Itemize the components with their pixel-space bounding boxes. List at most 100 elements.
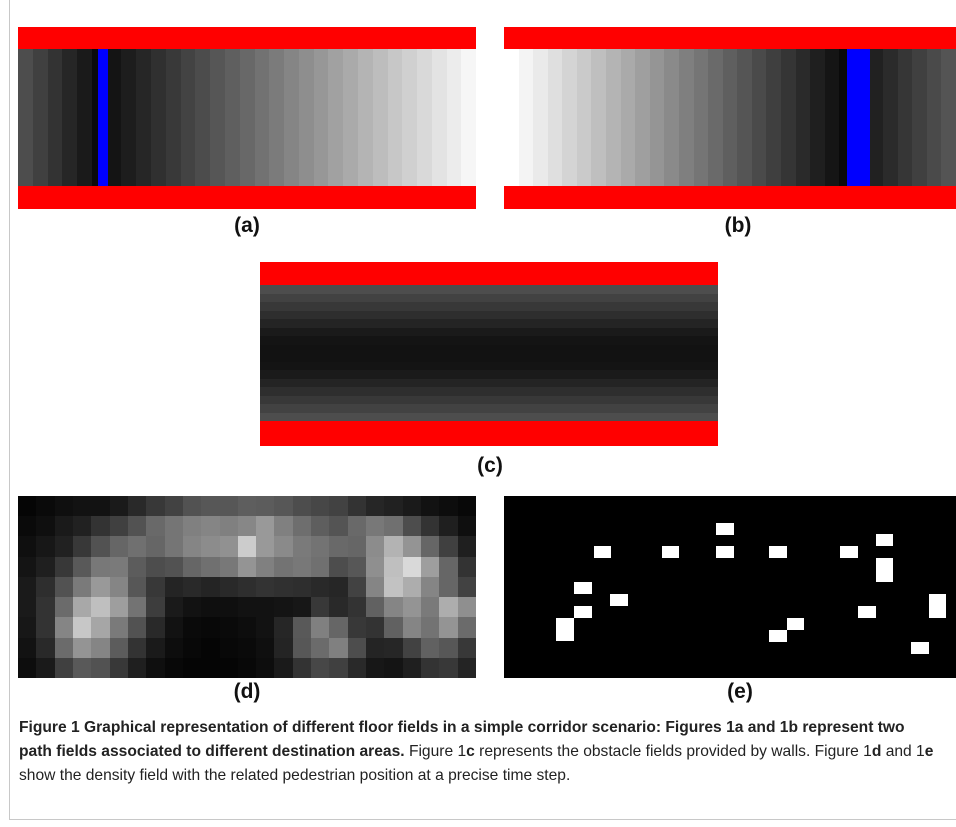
panel-e-pedestrian-positions <box>504 496 956 678</box>
field-cell <box>109 536 128 557</box>
field-cell <box>127 536 147 557</box>
field-cell <box>311 637 330 658</box>
field-cell <box>292 496 312 517</box>
field-cell <box>201 597 220 618</box>
caption-ref: c <box>466 743 475 760</box>
field-cell <box>941 49 956 186</box>
field-cell <box>91 597 110 618</box>
field-cell <box>311 536 330 557</box>
field-cell <box>91 536 110 557</box>
field-cell <box>72 657 92 678</box>
field-cell <box>328 49 344 186</box>
pedestrian-cell <box>876 534 893 546</box>
field-cell <box>274 516 293 537</box>
field-cell <box>329 516 348 537</box>
wall-bottom <box>18 186 476 209</box>
field-cell <box>366 496 385 517</box>
field-cell <box>635 49 650 186</box>
field-cell <box>182 657 202 678</box>
field-cell <box>311 576 330 598</box>
field-cell <box>91 637 110 658</box>
field-cell <box>384 617 403 638</box>
field-cell <box>439 637 458 658</box>
field-cell <box>260 412 718 421</box>
field-cell <box>810 49 825 186</box>
field-cell <box>897 49 913 186</box>
pedestrian-cell <box>876 558 893 582</box>
field-cell <box>146 536 165 557</box>
field-cell <box>201 536 220 557</box>
field-cell <box>182 576 202 598</box>
field-cell <box>347 556 367 577</box>
pedestrian-cell <box>787 618 804 630</box>
wall-bottom <box>260 421 718 446</box>
field-cell <box>237 576 257 598</box>
field-cell <box>54 597 73 618</box>
field-cell <box>36 536 55 557</box>
panel-b-path-field <box>504 27 956 209</box>
field-cell <box>219 556 238 577</box>
field-cell <box>269 49 285 186</box>
field-cell <box>402 556 422 577</box>
field-cell <box>384 597 403 618</box>
field-cell <box>201 516 220 537</box>
field-cell <box>347 516 367 537</box>
field-cell <box>36 657 55 678</box>
field-cell <box>366 556 385 577</box>
field-cell <box>54 536 73 557</box>
field-cell <box>402 516 422 537</box>
field-cell <box>329 576 348 598</box>
field-cell <box>91 556 110 577</box>
field-cell <box>284 49 299 186</box>
pedestrian-cell <box>840 546 858 558</box>
field-cell <box>457 597 476 618</box>
field-cell <box>402 49 418 186</box>
field-cell <box>421 536 440 557</box>
field-cell <box>417 49 432 186</box>
field-cell <box>678 49 694 186</box>
field-cell <box>109 597 128 618</box>
field-cell <box>457 637 476 658</box>
pedestrian-cell <box>769 630 787 642</box>
field-cell <box>91 657 110 678</box>
field-cell <box>36 556 55 577</box>
field-cell <box>237 597 257 618</box>
field-cell <box>109 576 128 598</box>
field-cell <box>457 556 476 577</box>
pedestrian-cell <box>574 606 592 618</box>
panel-label-b: (b) <box>724 214 752 237</box>
field-cell <box>182 556 202 577</box>
field-cell <box>219 536 238 557</box>
field-cell <box>292 617 312 638</box>
field-cell <box>260 387 718 396</box>
field-cell <box>106 49 122 186</box>
field-cell <box>347 576 367 598</box>
field-cell <box>311 617 330 638</box>
field-cell <box>256 597 275 618</box>
field-cell <box>421 516 440 537</box>
panel-label-d: (d) <box>233 680 261 703</box>
field-cell <box>219 657 238 678</box>
field-cell <box>795 49 811 186</box>
field-cell <box>260 370 718 379</box>
field-cell <box>439 576 458 598</box>
field-cell <box>36 637 55 658</box>
field-cell <box>402 617 422 638</box>
panel-label-e: (e) <box>727 680 753 703</box>
field-cell <box>926 49 942 186</box>
field-cell <box>219 496 238 517</box>
field-cell <box>292 637 312 658</box>
field-cell <box>547 49 563 186</box>
destination-area-marker <box>847 49 870 186</box>
field-cell <box>384 516 403 537</box>
field-cell <box>292 516 312 537</box>
field-cell <box>127 556 147 577</box>
field-cell <box>164 617 183 638</box>
field-cell <box>402 637 422 658</box>
field-cell <box>54 496 73 517</box>
field-cell <box>18 617 37 638</box>
pedestrian-cell <box>929 594 946 618</box>
field-cell <box>146 617 165 638</box>
field-cell <box>201 637 220 658</box>
caption-text: show the density field with the related … <box>19 767 571 784</box>
